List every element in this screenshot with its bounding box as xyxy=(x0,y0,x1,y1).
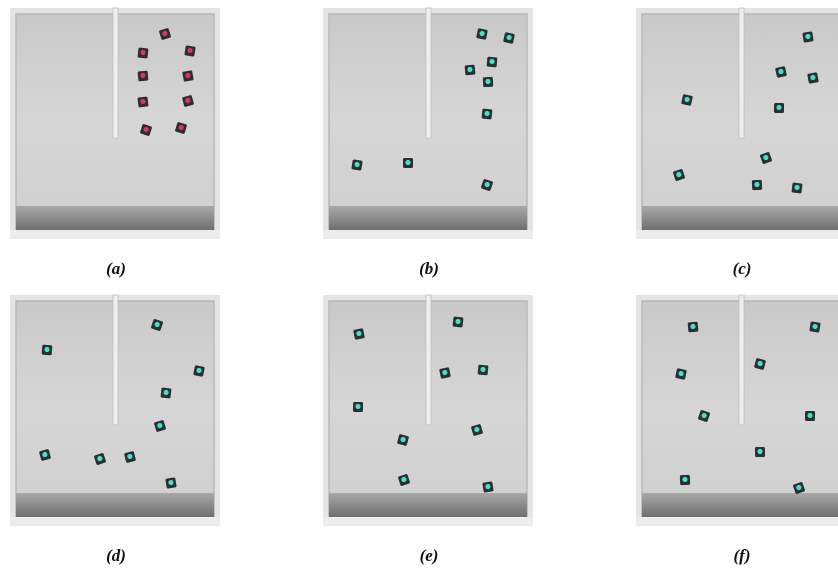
robot xyxy=(807,72,819,84)
robot xyxy=(482,109,493,120)
robot xyxy=(802,31,813,42)
partition-wall xyxy=(113,295,118,425)
arena-base xyxy=(323,517,533,526)
robot xyxy=(791,182,802,193)
robot xyxy=(680,475,690,485)
partition-wall xyxy=(113,8,118,138)
robot xyxy=(487,57,498,68)
robot xyxy=(353,402,363,412)
robot xyxy=(161,388,172,399)
robot xyxy=(138,71,149,82)
panel-caption: (a) xyxy=(106,259,126,278)
robot xyxy=(483,77,494,88)
robot xyxy=(353,328,365,340)
partition-wall xyxy=(739,295,744,425)
arena-photo xyxy=(10,8,220,239)
page: (a)(b)(c)(d)(e)(f) (() => { const data =… xyxy=(0,0,838,572)
arena-photo xyxy=(323,295,533,526)
arena-base xyxy=(636,230,838,239)
robot xyxy=(453,317,464,328)
panel-caption: (d) xyxy=(106,546,126,565)
figure: (a) (b) (c) (d) (e) (f) xyxy=(0,0,838,572)
robot xyxy=(755,447,765,457)
arena-base xyxy=(636,517,838,526)
panel-caption: (f) xyxy=(734,546,751,565)
robot xyxy=(482,481,493,492)
partition-wall xyxy=(739,8,744,138)
robot xyxy=(182,70,194,82)
arena-bottom-wall xyxy=(329,493,527,517)
robot xyxy=(503,32,515,44)
robot xyxy=(752,180,762,190)
arena-bottom-wall xyxy=(329,206,527,230)
arena-bottom-wall xyxy=(16,206,214,230)
arena-bottom-wall xyxy=(642,206,838,230)
robot xyxy=(351,159,362,170)
robot xyxy=(184,45,195,56)
partition-wall xyxy=(426,295,431,425)
partition-wall xyxy=(426,8,431,138)
robot xyxy=(193,365,205,377)
robot xyxy=(675,368,687,380)
robot xyxy=(478,365,489,376)
robot xyxy=(476,28,488,40)
arena-photo xyxy=(10,295,220,526)
robot xyxy=(137,96,148,107)
robot-led xyxy=(405,160,410,165)
robot xyxy=(138,48,149,59)
arena-base xyxy=(10,230,220,239)
arena-bottom-wall xyxy=(642,493,838,517)
panel-caption: (c) xyxy=(733,259,752,278)
arena-bottom-wall xyxy=(16,493,214,517)
robot xyxy=(809,321,820,332)
robot xyxy=(42,345,53,356)
arena-photo xyxy=(636,295,838,526)
panel-caption: (e) xyxy=(420,546,439,565)
robot xyxy=(439,367,451,379)
robot xyxy=(774,103,784,113)
robot xyxy=(688,322,699,333)
arena-photo xyxy=(323,8,533,239)
robot xyxy=(465,65,476,76)
robot xyxy=(165,477,176,488)
robot xyxy=(403,158,413,168)
arena-photo xyxy=(636,8,838,239)
panel-caption: (b) xyxy=(419,259,439,278)
arena-base xyxy=(323,230,533,239)
robot xyxy=(805,411,815,421)
arena-base xyxy=(10,517,220,526)
